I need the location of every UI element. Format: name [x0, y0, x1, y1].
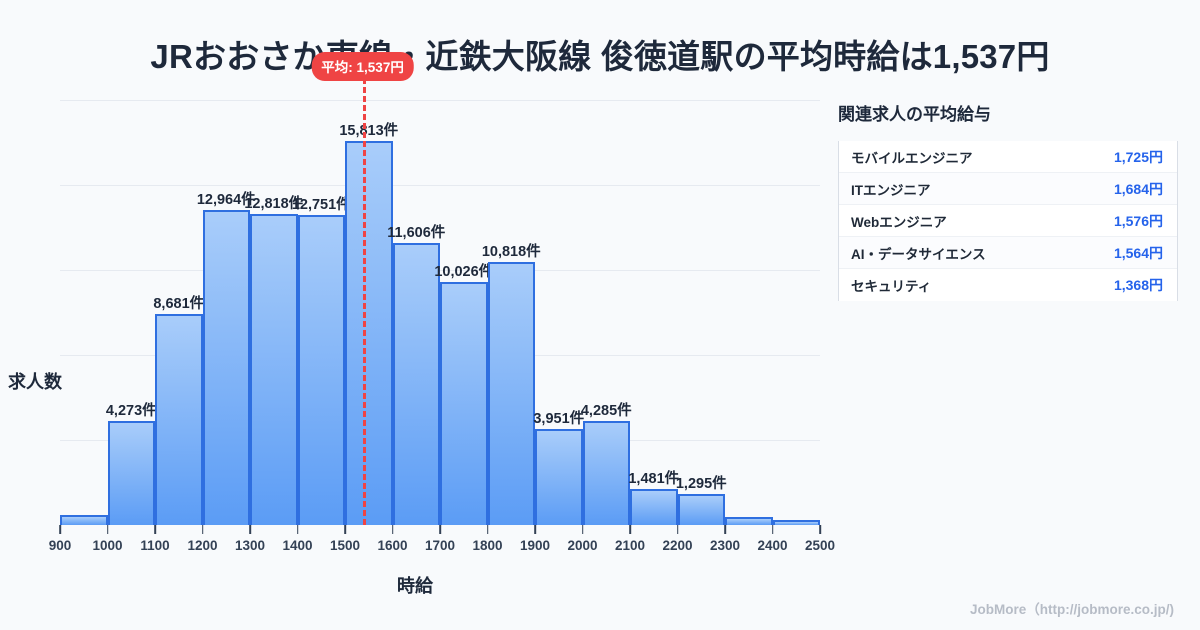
- x-tick-label: 2500: [804, 538, 836, 553]
- x-tick-label: 1800: [472, 538, 503, 553]
- x-tick-label: 1900: [519, 538, 551, 553]
- related-salary-value: 1,564円: [1113, 244, 1163, 261]
- x-axis-title: 時給: [397, 576, 433, 596]
- related-salary-row[interactable]: AI・データサイエンス 1,564円: [839, 237, 1177, 269]
- bar: [107, 421, 155, 525]
- x-tick: [676, 525, 679, 534]
- related-salary-row[interactable]: モバイルエンジニア 1,725円: [839, 141, 1177, 173]
- x-tick-label: 1300: [234, 538, 266, 553]
- related-salary-value: 1,576円: [1113, 212, 1163, 229]
- x-tick-label: 2200: [662, 538, 693, 553]
- bar: [155, 314, 203, 525]
- gridline: [60, 270, 820, 271]
- bar-value-label: 3,951件: [533, 411, 585, 428]
- x-tick: [581, 525, 584, 534]
- bar-value-label: 4,273件: [105, 403, 157, 420]
- bar-value-label: 8,681件: [153, 296, 205, 313]
- bar-value-label: 4,285件: [580, 402, 632, 419]
- plot-area: 4,273件 8,681件 12,964件 12,818件 12,751件 15,813件…: [60, 52, 820, 525]
- x-tick-label: 2100: [614, 538, 646, 553]
- related-salary-job-name: AI・データサイエンス: [851, 246, 986, 262]
- x-tick: [534, 525, 536, 534]
- bar-value-label: 10,818件: [481, 244, 541, 261]
- x-tick: [59, 525, 61, 534]
- related-salary-job-name: Webエンジニア: [851, 214, 947, 230]
- histogram-chart: 4,273件 8,681件 12,964件 12,818件 12,751件 15,813件…: [0, 52, 835, 560]
- footer-credit: JobMore（http://jobmore.co.jp/): [970, 602, 1174, 617]
- x-tick: [201, 525, 204, 534]
- x-tick: [439, 525, 441, 534]
- x-tick-label: 2300: [709, 538, 741, 553]
- related-salary-value: 1,684円: [1113, 180, 1163, 197]
- x-tick-label: 900: [48, 538, 72, 553]
- x-tick: [296, 525, 299, 534]
- x-tick: [819, 525, 821, 534]
- bar: [60, 514, 108, 525]
- page-title: JRおおさか東線・近鉄大阪線 俊徳道駅の平均時給は1,537円: [150, 38, 1050, 75]
- related-salary-title: 関連求人の平均給与: [838, 105, 991, 124]
- x-tick-label: 2400: [757, 538, 788, 553]
- related-salary-job-name: ITエンジニア: [851, 182, 931, 198]
- x-tick-label: 1100: [140, 538, 170, 553]
- x-axis-tick-labels: 900 1000 1100 1200 1300 1400 1500 1600 1700 1800 1…: [49, 538, 835, 558]
- x-tick: [391, 525, 394, 534]
- x-tick: [344, 525, 346, 534]
- bar-value-label: 12,751件: [291, 197, 351, 214]
- bar: [345, 140, 393, 525]
- bar-value-label: 11,606件: [387, 225, 446, 242]
- x-tick: [154, 525, 156, 534]
- bar: [392, 243, 440, 525]
- related-salary-row[interactable]: Webエンジニア 1,576円: [839, 205, 1177, 237]
- x-axis-ticks: [59, 525, 821, 535]
- x-tick: [629, 525, 631, 534]
- x-tick-label: 1400: [282, 538, 313, 553]
- x-tick-label: 1000: [92, 538, 123, 553]
- bar-value-label: 10,026件: [434, 263, 494, 280]
- related-salary-row[interactable]: セキュリティ 1,368円: [839, 269, 1177, 301]
- bar: [202, 210, 250, 525]
- x-tick: [106, 525, 109, 534]
- gridline: [60, 100, 820, 101]
- x-tick: [249, 525, 251, 534]
- average-line: [362, 78, 366, 525]
- related-salary-panel: 関連求人の平均給与 モバイルエンジニア 1,725円 ITエンジニア 1,684円 We…: [838, 100, 1178, 301]
- related-salary-table: モバイルエンジニア 1,725円 ITエンジニア 1,684円 Webエンジニア 1,57…: [838, 141, 1178, 301]
- related-salary-value: 1,725円: [1113, 148, 1163, 165]
- bar: [440, 281, 488, 525]
- x-tick-label: 1600: [377, 538, 408, 553]
- average-badge: 平均: 1,537円: [311, 52, 414, 81]
- bar: [487, 262, 535, 525]
- bar-value-label: 1,295件: [675, 475, 727, 492]
- bar-value-label: 15,813件: [339, 122, 399, 139]
- bar: [535, 429, 583, 525]
- bar: [772, 520, 820, 525]
- related-salary-job-name: セキュリティ: [851, 279, 932, 294]
- bar: [725, 517, 773, 525]
- bar: [582, 420, 630, 525]
- x-tick-label: 1200: [187, 538, 218, 553]
- bar-series: 4,273件 8,681件 12,964件 12,818件 12,751件 15,813件…: [60, 52, 820, 525]
- x-tick-label: 2000: [567, 538, 598, 553]
- bar: [677, 493, 725, 525]
- x-tick: [771, 525, 774, 534]
- bar: [250, 213, 298, 525]
- bar-value-label: 12,818件: [244, 195, 304, 212]
- y-axis-label: 求人数: [8, 372, 62, 392]
- x-tick: [486, 525, 489, 534]
- bar-value-label: 1,481件: [628, 471, 680, 488]
- related-salary-value: 1,368円: [1113, 277, 1163, 293]
- x-tick: [724, 525, 726, 534]
- x-tick-label: 1500: [329, 538, 361, 553]
- related-salary-row[interactable]: ITエンジニア 1,684円: [839, 173, 1177, 205]
- x-tick-label: 1700: [424, 538, 456, 553]
- bar-value-label: 12,964件: [196, 192, 256, 209]
- bar: [630, 489, 678, 525]
- related-salary-job-name: モバイルエンジニア: [851, 150, 973, 166]
- gridline: [60, 185, 820, 186]
- bar: [297, 215, 345, 525]
